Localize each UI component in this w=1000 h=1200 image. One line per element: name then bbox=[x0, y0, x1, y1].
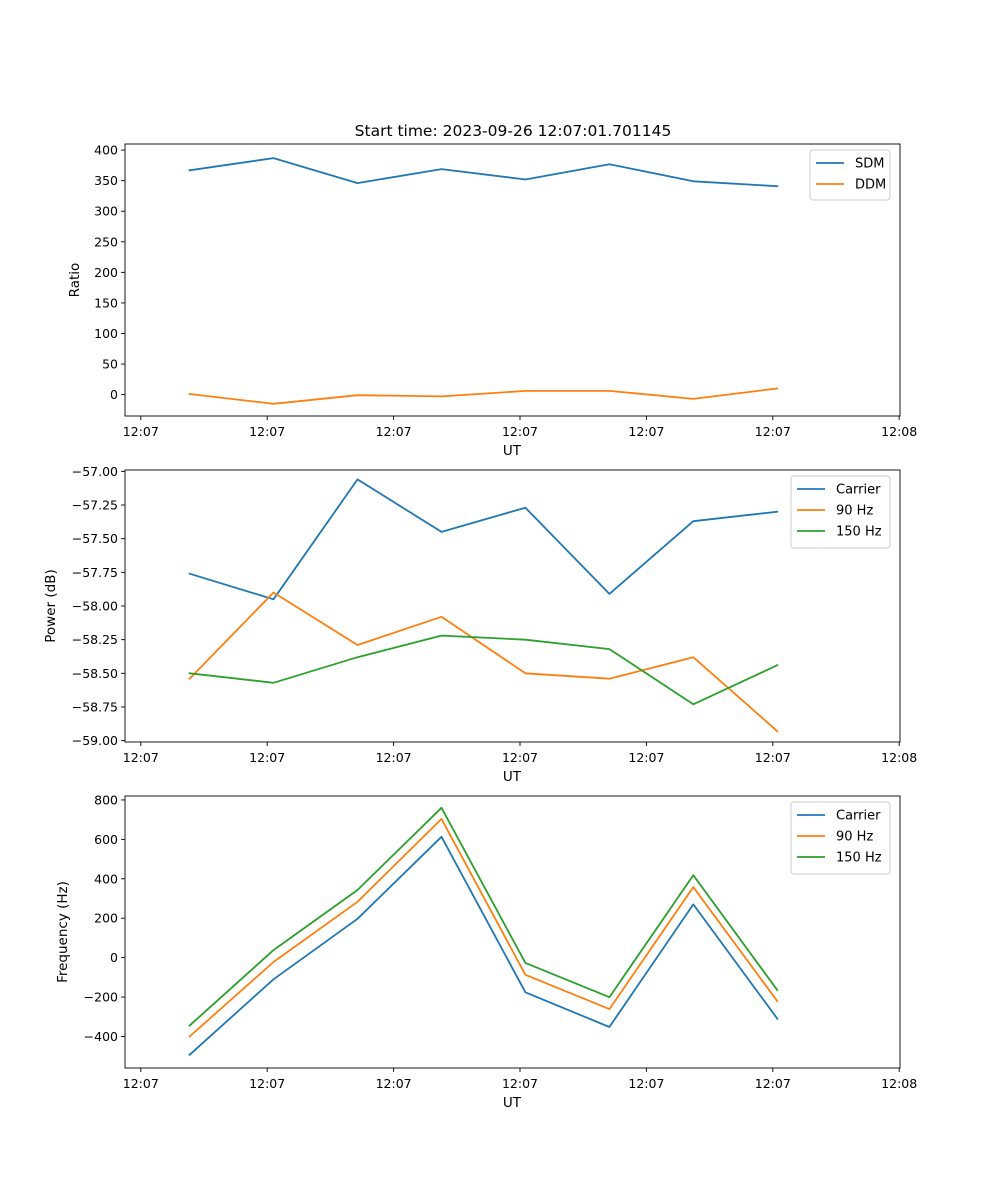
y-tick-label: 50 bbox=[102, 357, 118, 372]
x-tick-label: 12:07 bbox=[376, 750, 412, 765]
y-tick-label: 800 bbox=[94, 792, 118, 807]
x-tick-label: 12:07 bbox=[249, 1076, 285, 1091]
x-tick-label: 12:08 bbox=[881, 424, 917, 439]
axes-frame bbox=[124, 795, 901, 1069]
y-tick-label: 200 bbox=[94, 265, 118, 280]
y-tick-label: −58.25 bbox=[72, 632, 118, 647]
legend: Carrier 90 Hz 150 Hz bbox=[790, 475, 891, 549]
y-axis-label: Power (dB) bbox=[43, 569, 59, 642]
y-tick-label: 0 bbox=[110, 387, 118, 402]
legend-frame bbox=[790, 801, 891, 875]
x-tick-label: 12:08 bbox=[881, 750, 917, 765]
chart-panel-3: −400 −200 0 200 400 600 800 12:07 12:07 12:07 12:0… bbox=[55, 792, 917, 1111]
y-tick-label: −58.00 bbox=[72, 599, 118, 614]
chart-panel-2: −59.00 −58.75 −58.50 −58.25 −58.00 −57.75 −57.… bbox=[43, 464, 917, 785]
x-tick-label: 12:07 bbox=[376, 424, 412, 439]
y-tick-label: −57.75 bbox=[72, 565, 118, 580]
x-tick-label: 12:07 bbox=[502, 424, 538, 439]
x-tick-label: 12:07 bbox=[628, 750, 664, 765]
legend: SDM DDM bbox=[809, 149, 891, 201]
x-tick-label: 12:07 bbox=[249, 424, 285, 439]
y-tick-label: −57.50 bbox=[72, 531, 118, 546]
x-tick-label: 12:07 bbox=[502, 750, 538, 765]
y-tick-label: 200 bbox=[94, 911, 118, 926]
x-tick-label: 12:07 bbox=[376, 1076, 412, 1091]
axes-frame bbox=[124, 143, 901, 417]
y-tick-label: 0 bbox=[110, 950, 118, 965]
x-tick-label: 12:07 bbox=[123, 424, 159, 439]
y-tick-label: 100 bbox=[94, 326, 118, 341]
figure-title: Start time: 2023-09-26 12:07:01.701145 bbox=[355, 122, 672, 140]
y-tick-label: 300 bbox=[94, 204, 118, 219]
y-axis-label: Ratio bbox=[67, 263, 83, 298]
y-tick-label: 350 bbox=[94, 173, 118, 188]
x-tick-label: 12:07 bbox=[755, 750, 791, 765]
y-tick-label: 150 bbox=[94, 295, 118, 310]
y-tick-label: 400 bbox=[94, 143, 118, 158]
series-line-carrier bbox=[188, 835, 779, 1057]
y-tick-label: −400 bbox=[84, 1029, 118, 1044]
x-axis-label: UT bbox=[503, 443, 522, 459]
y-axis-label: Frequency (Hz) bbox=[55, 881, 71, 983]
legend: Carrier 90 Hz 150 Hz bbox=[790, 801, 891, 875]
series-line-sdm bbox=[188, 157, 779, 188]
series-line-90-hz bbox=[188, 818, 779, 1038]
legend-label: 150 Hz bbox=[836, 851, 882, 866]
legend-label: Carrier bbox=[836, 809, 881, 824]
y-tick-label: 400 bbox=[94, 871, 118, 886]
x-axis-label: UT bbox=[503, 1095, 522, 1111]
y-tick-label: −200 bbox=[84, 990, 118, 1005]
legend-label: DDM bbox=[855, 178, 886, 193]
series-line-ddm bbox=[188, 387, 779, 405]
x-tick-label: 12:07 bbox=[755, 424, 791, 439]
y-tick-label: 250 bbox=[94, 234, 118, 249]
y-tick-label: −58.75 bbox=[72, 699, 118, 714]
legend-label: SDM bbox=[855, 157, 884, 172]
x-tick-label: 12:07 bbox=[249, 750, 285, 765]
x-tick-label: 12:07 bbox=[502, 1076, 538, 1091]
chart-panel-1: 0 50 100 150 200 250 300 350 400 12:07 12:07 12:07 1… bbox=[67, 143, 917, 459]
legend-label: 90 Hz bbox=[836, 830, 873, 845]
series-line-150-hz bbox=[188, 806, 779, 1027]
legend-label: 90 Hz bbox=[836, 504, 873, 519]
legend-frame bbox=[790, 475, 891, 549]
legend-label: Carrier bbox=[836, 483, 881, 498]
panels: 0 50 100 150 200 250 300 350 400 12:07 12:07 12:07 1… bbox=[43, 143, 917, 1111]
y-tick-label: −57.00 bbox=[72, 464, 118, 479]
x-tick-label: 12:08 bbox=[881, 1076, 917, 1091]
x-tick-label: 12:07 bbox=[123, 750, 159, 765]
series-line-carrier bbox=[188, 478, 779, 601]
x-tick-label: 12:07 bbox=[123, 1076, 159, 1091]
x-axis-label: UT bbox=[503, 769, 522, 785]
x-tick-label: 12:07 bbox=[755, 1076, 791, 1091]
y-tick-label: 600 bbox=[94, 832, 118, 847]
y-tick-label: −58.50 bbox=[72, 666, 118, 681]
series-line-150-hz bbox=[188, 634, 779, 706]
x-tick-label: 12:07 bbox=[628, 1076, 664, 1091]
series-line-90-hz bbox=[188, 591, 779, 733]
legend-label: 150 Hz bbox=[836, 525, 882, 540]
y-tick-label: −57.25 bbox=[72, 498, 118, 513]
x-tick-label: 12:07 bbox=[628, 424, 664, 439]
y-tick-label: −59.00 bbox=[72, 733, 118, 748]
